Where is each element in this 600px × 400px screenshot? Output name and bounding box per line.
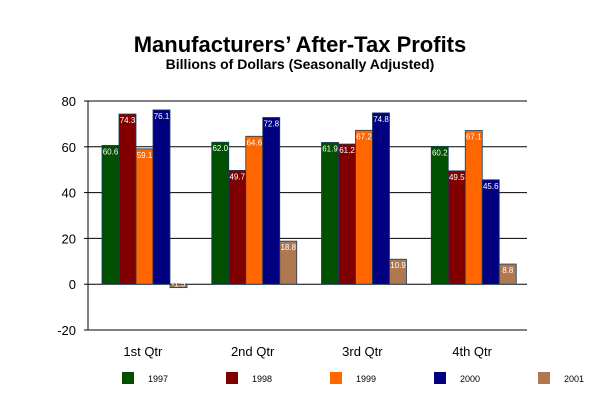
y-tick-label: 80 (62, 94, 76, 109)
bar-1998 (447, 170, 466, 285)
bar-1997 (101, 145, 120, 285)
y-tick-label: 60 (62, 140, 76, 155)
bar-2001 (279, 240, 298, 285)
data-label: 67.2 (356, 132, 372, 141)
bar-1998 (228, 169, 247, 285)
data-label: 76.1 (154, 112, 170, 121)
data-label: 8.8 (502, 266, 514, 275)
bar-2001 (169, 283, 188, 289)
data-label: 74.3 (120, 116, 136, 125)
bar-2000 (481, 179, 500, 285)
legend-swatch-1998 (226, 372, 238, 384)
data-label: 60.2 (432, 148, 448, 157)
legend-label: 1999 (356, 374, 376, 384)
bar-1999 (464, 130, 483, 285)
data-label: -1.5 (172, 280, 186, 289)
bar-2000 (152, 109, 171, 285)
data-label: 59.1 (137, 151, 153, 160)
data-label: 61.2 (339, 146, 355, 155)
legend-swatch-2001 (538, 372, 550, 384)
bar-1999 (355, 129, 373, 285)
bar-2001 (498, 263, 517, 285)
x-tick-label: 3rd Qtr (342, 344, 383, 359)
data-label: 67.1 (466, 133, 482, 142)
chart-title: Manufacturers’ After-Tax Profits (133, 32, 467, 57)
y-tick-label: 40 (62, 186, 76, 201)
bar-1997 (321, 142, 339, 285)
data-label: 49.5 (449, 173, 465, 182)
data-label: 45.6 (483, 182, 499, 191)
y-tick-label: 0 (69, 277, 76, 292)
legend-swatch-1997 (122, 372, 134, 384)
y-tick-label: -20 (57, 323, 76, 338)
legend-swatch-1999 (330, 372, 342, 384)
y-tick-label: 20 (62, 231, 76, 246)
bar-1997 (430, 145, 449, 285)
legend-label: 2001 (564, 374, 584, 384)
data-label: 62.0 (212, 144, 228, 153)
data-label: 74.8 (373, 115, 389, 124)
x-tick-label: 2nd Qtr (231, 344, 275, 359)
legend-label: 2000 (460, 374, 480, 384)
bar-2000 (262, 117, 281, 285)
bar-1998 (338, 143, 356, 285)
bar-1997 (211, 141, 230, 285)
bar-1999 (245, 135, 264, 285)
data-label: 10.9 (390, 261, 406, 270)
data-label: 64.6 (246, 138, 262, 147)
data-label: 61.9 (322, 144, 338, 153)
data-label: 18.8 (280, 243, 296, 252)
data-label: 60.6 (103, 147, 119, 156)
legend-swatch-2000 (434, 372, 446, 384)
x-tick-label: 1st Qtr (123, 344, 163, 359)
chart-subtitle: Billions of Dollars (Seasonally Adjusted… (165, 56, 435, 72)
bar-1998 (118, 113, 137, 285)
data-label: 49.7 (229, 172, 245, 181)
x-tick-label: 4th Qtr (452, 344, 492, 359)
bar-2000 (372, 112, 390, 285)
legend-label: 1997 (148, 374, 168, 384)
data-label: 72.8 (263, 119, 279, 128)
legend-label: 1998 (252, 374, 272, 384)
bar-2001 (389, 258, 407, 285)
bar-1999 (135, 148, 154, 285)
